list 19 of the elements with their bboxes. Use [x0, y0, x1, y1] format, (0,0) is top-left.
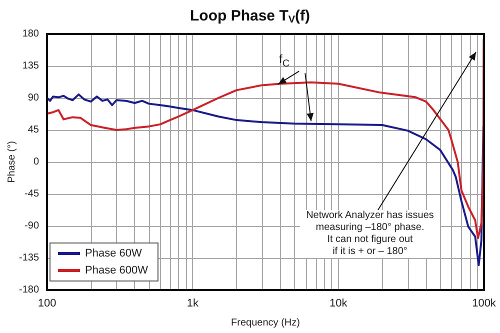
y-tick-label: 45	[28, 124, 40, 136]
y-tick-label: 90	[28, 92, 40, 104]
legend-label: Phase 600W	[85, 264, 149, 276]
annotation: f$_{C}$	[279, 52, 290, 70]
y-tick-label: -45	[24, 188, 40, 200]
legend-label: Phase 60W	[85, 248, 142, 260]
annotation: Network Analyzer has issues measuring –180° phase. It can not figure out if it is + or – 180°	[300, 210, 440, 258]
x-tick-label: 100	[38, 298, 56, 310]
y-tick-label: -135	[18, 252, 40, 264]
y-tick-label: 135	[22, 60, 40, 72]
y-axis-title: Phase (°)	[6, 141, 18, 183]
y-tick-label: -180	[18, 284, 40, 296]
x-tick-label: 1k	[186, 298, 199, 310]
x-axis-title: Frequency (Hz)	[231, 318, 300, 328]
y-tick-label: -90	[24, 220, 40, 232]
x-tick-label: 100k	[472, 298, 496, 310]
y-tick-label: 180	[22, 28, 40, 40]
x-tick-label: 10k	[329, 298, 348, 310]
y-tick-label: 0	[33, 156, 40, 168]
